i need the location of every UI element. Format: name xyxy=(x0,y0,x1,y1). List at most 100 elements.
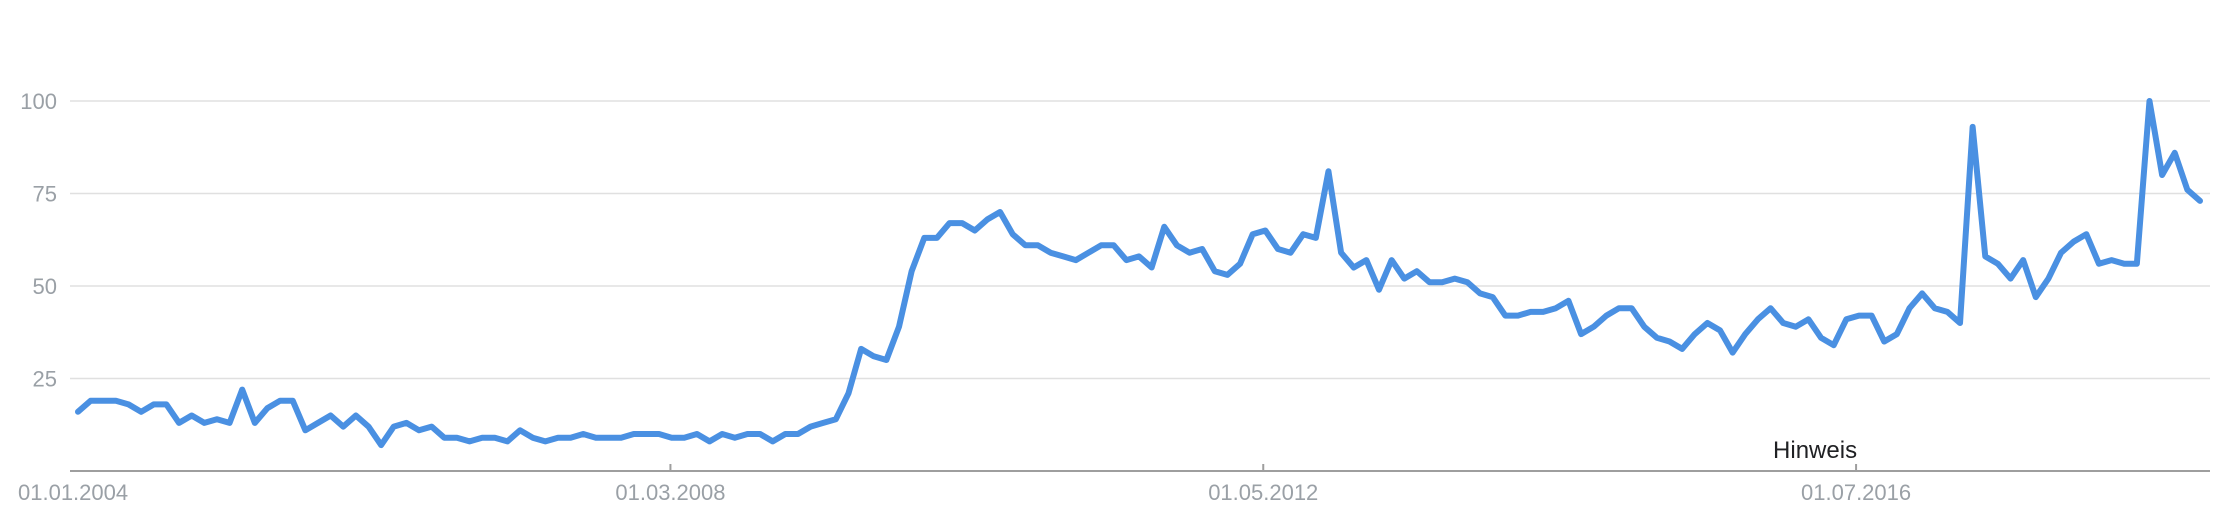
data-point xyxy=(468,439,472,443)
data-point xyxy=(1112,243,1116,247)
data-point xyxy=(89,399,93,403)
data-point xyxy=(1945,310,1949,314)
data-point xyxy=(1882,340,1886,343)
data-point xyxy=(2160,173,2164,177)
data-point xyxy=(809,425,813,429)
data-point xyxy=(392,425,396,429)
data-point xyxy=(101,399,105,403)
data-point xyxy=(771,439,775,443)
data-point xyxy=(1023,243,1027,247)
data-point xyxy=(960,221,964,225)
data-point xyxy=(1049,251,1053,255)
data-point xyxy=(1453,277,1457,281)
x-tick-label: 01.05.2012 xyxy=(1208,480,1318,505)
data-point xyxy=(1844,317,1848,321)
data-point xyxy=(240,388,244,392)
data-point xyxy=(1011,232,1015,236)
data-point xyxy=(1074,258,1078,262)
data-point xyxy=(253,421,257,425)
data-point xyxy=(1668,340,1671,343)
data-point xyxy=(518,428,522,432)
data-point xyxy=(228,421,232,425)
data-point xyxy=(973,229,977,232)
data-point xyxy=(897,325,901,329)
data-point xyxy=(884,358,888,362)
data-point xyxy=(1857,314,1861,318)
data-point xyxy=(1099,243,1103,247)
data-point xyxy=(1352,266,1356,269)
y-tick-label: 25 xyxy=(33,367,57,392)
data-point xyxy=(783,432,787,436)
data-point xyxy=(821,421,825,425)
data-point xyxy=(1996,262,2000,266)
data-point xyxy=(1175,243,1179,247)
data-point xyxy=(152,402,156,406)
y-tick-label: 75 xyxy=(33,182,57,207)
data-point xyxy=(2009,277,2013,281)
data-point xyxy=(1832,343,1836,347)
data-point xyxy=(682,436,686,440)
data-point xyxy=(556,436,560,440)
data-point xyxy=(1225,273,1229,277)
data-point xyxy=(114,399,118,403)
data-point xyxy=(670,436,674,440)
data-point xyxy=(1162,225,1166,229)
data-point xyxy=(1124,258,1128,262)
data-point xyxy=(948,221,952,225)
data-point xyxy=(1819,336,1823,340)
data-point xyxy=(859,347,863,351)
data-point xyxy=(1491,295,1495,299)
data-point xyxy=(1718,328,1722,332)
data-point xyxy=(265,406,269,410)
y-tick-label: 100 xyxy=(20,89,57,114)
data-point xyxy=(1289,251,1293,255)
data-point xyxy=(1188,251,1192,255)
data-point xyxy=(127,402,131,406)
data-point xyxy=(695,432,699,436)
data-point xyxy=(404,421,408,425)
data-point xyxy=(1870,314,1874,318)
x-tick-label: 01.03.2008 xyxy=(615,480,725,505)
data-point xyxy=(1150,266,1154,269)
data-point xyxy=(733,436,737,440)
data-point xyxy=(202,421,206,425)
data-points xyxy=(76,99,2202,447)
data-point xyxy=(594,436,598,440)
data-point xyxy=(1705,321,1709,325)
data-point xyxy=(1743,332,1747,336)
data-point xyxy=(1503,314,1507,318)
data-point xyxy=(303,428,307,432)
data-point xyxy=(1326,169,1330,173)
data-point xyxy=(1251,232,1255,236)
data-point xyxy=(758,432,762,436)
data-point xyxy=(139,410,143,414)
data-point xyxy=(1769,306,1773,310)
y-axis-labels: 25 50 75 100 xyxy=(20,89,57,392)
data-point xyxy=(1983,254,1987,258)
data-point xyxy=(1541,310,1545,314)
data-point xyxy=(1339,251,1343,255)
data-point xyxy=(1377,288,1381,292)
data-point xyxy=(2185,188,2189,192)
data-point xyxy=(1756,317,1760,321)
data-point xyxy=(1516,314,1520,318)
data-point xyxy=(1465,280,1469,284)
data-point xyxy=(1680,347,1684,351)
data-point xyxy=(1440,280,1444,284)
data-point xyxy=(569,436,573,440)
data-point xyxy=(2059,251,2063,255)
data-point xyxy=(76,410,80,414)
data-point xyxy=(1642,325,1646,329)
data-point xyxy=(2097,262,2101,266)
data-point xyxy=(505,439,509,443)
data-point xyxy=(1781,321,1785,325)
data-point xyxy=(354,414,358,417)
data-point xyxy=(1806,317,1810,321)
data-point xyxy=(2021,258,2025,262)
data-point xyxy=(1794,325,1798,329)
data-point xyxy=(1061,254,1065,258)
data-point xyxy=(1655,336,1659,340)
data-point xyxy=(164,402,168,406)
data-point xyxy=(177,421,181,425)
data-point xyxy=(1554,306,1558,310)
